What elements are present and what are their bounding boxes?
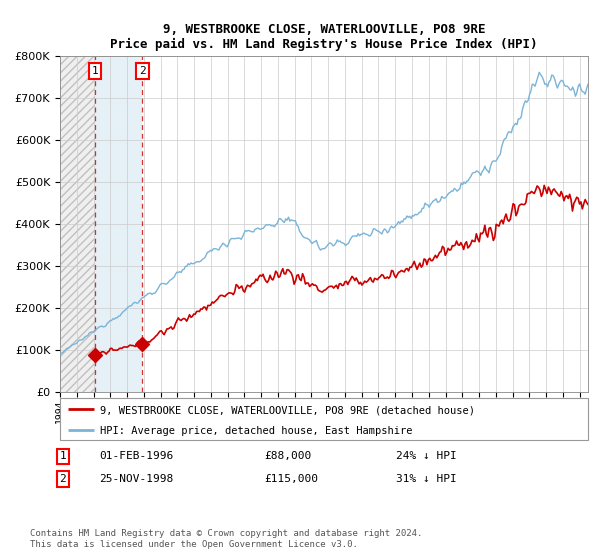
Text: 1: 1 — [59, 451, 67, 461]
Text: 2: 2 — [59, 474, 67, 484]
Text: 9, WESTBROOKE CLOSE, WATERLOOVILLE, PO8 9RE (detached house): 9, WESTBROOKE CLOSE, WATERLOOVILLE, PO8 … — [100, 405, 475, 415]
FancyBboxPatch shape — [60, 398, 588, 440]
Text: 01-FEB-1996: 01-FEB-1996 — [99, 451, 173, 461]
Text: 25-NOV-1998: 25-NOV-1998 — [99, 474, 173, 484]
Text: 2: 2 — [139, 66, 146, 76]
Title: 9, WESTBROOKE CLOSE, WATERLOOVILLE, PO8 9RE
Price paid vs. HM Land Registry's Ho: 9, WESTBROOKE CLOSE, WATERLOOVILLE, PO8 … — [110, 22, 538, 50]
Text: 1: 1 — [91, 66, 98, 76]
Bar — [60, 56, 95, 392]
Text: 31% ↓ HPI: 31% ↓ HPI — [396, 474, 457, 484]
Text: £88,000: £88,000 — [264, 451, 311, 461]
Text: Contains HM Land Registry data © Crown copyright and database right 2024.
This d: Contains HM Land Registry data © Crown c… — [30, 529, 422, 549]
Text: 24% ↓ HPI: 24% ↓ HPI — [396, 451, 457, 461]
Text: HPI: Average price, detached house, East Hampshire: HPI: Average price, detached house, East… — [100, 426, 412, 436]
Bar — [60, 56, 95, 392]
Bar — [95, 56, 142, 392]
Text: £115,000: £115,000 — [264, 474, 318, 484]
